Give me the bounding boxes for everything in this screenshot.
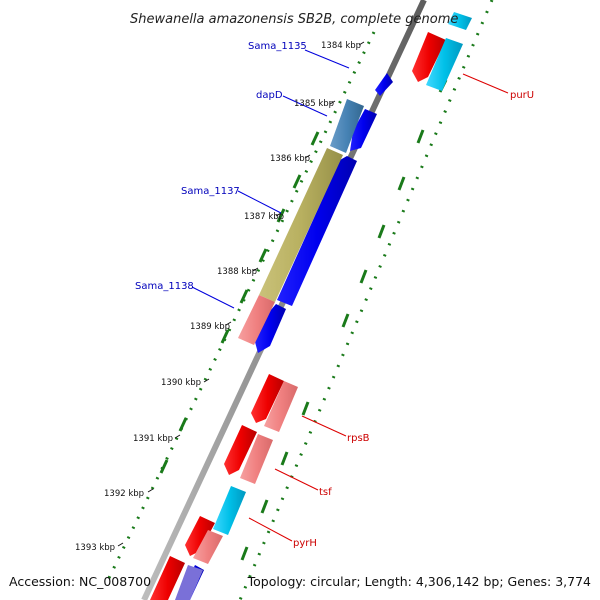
gene-label-reverse: tsf: [319, 487, 332, 498]
cog-box: [238, 295, 275, 345]
cog-track-forward: [238, 99, 364, 345]
cds-forward-2: [350, 109, 377, 151]
tick-label: 1385 kbp: [294, 99, 334, 109]
cds-reverse-rpsB: [251, 374, 284, 423]
tick-label: 1388 kbp: [217, 267, 257, 277]
cog-box: [426, 38, 463, 91]
label-connectors-forward: [191, 49, 350, 309]
cds-forward-4: [255, 304, 286, 353]
cog-box: [240, 434, 273, 484]
cog-box: [259, 148, 343, 302]
tick-label: 1392 kbp: [104, 489, 144, 499]
gc-skew-bars: [159, 79, 448, 561]
label-connectors-reverse: [248, 73, 509, 542]
gene-label-reverse: rpsB: [347, 433, 370, 444]
gene-label-forward: dapD: [256, 90, 283, 101]
cog-track-reverse: [175, 12, 472, 600]
cog-box: [330, 99, 364, 153]
gene-label-forward: Sama_1135: [248, 41, 307, 52]
tick-label: 1390 kbp: [161, 378, 201, 388]
cds-forward-3: [277, 156, 357, 306]
cds-reverse-pyrH: [185, 516, 215, 556]
tick-label: 1393 kbp: [75, 543, 115, 553]
tick-label: 1391 kbp: [133, 434, 173, 444]
gene-label-reverse: pyrH: [293, 538, 317, 549]
cog-box: [448, 12, 472, 30]
tick-label: 1384 kbp: [321, 41, 361, 51]
gene-label-forward: Sama_1137: [181, 186, 240, 197]
gc-skew-track-right: [238, 0, 494, 600]
genome-summary-text: Topology: circular; Length: 4,306,142 bp…: [247, 574, 591, 589]
tick-label: 1387 kbp: [244, 212, 284, 222]
tick-label: 1386 kbp: [270, 154, 310, 164]
position-ticks: [117, 41, 365, 547]
tick-label: 1389 kbp: [190, 322, 230, 332]
gene-label-forward: Sama_1138: [135, 281, 194, 292]
cds-reverse-purU: [412, 32, 446, 82]
map-title: Shewanella amazonensis SB2B, complete ge…: [130, 12, 458, 27]
cds-reverse-5: [150, 556, 185, 600]
cog-box: [213, 486, 246, 535]
cog-box: [264, 381, 298, 432]
cds-reverse-tsf: [224, 425, 257, 475]
gc-skew-track-left: [106, 31, 376, 581]
cds-forward-1: [375, 73, 393, 96]
accession-text: Accession: NC_008700: [9, 574, 151, 589]
cog-box: [175, 565, 203, 600]
reverse-cds-track: [150, 32, 446, 600]
cog-box: [193, 530, 223, 564]
gene-label-reverse: purU: [510, 90, 534, 101]
